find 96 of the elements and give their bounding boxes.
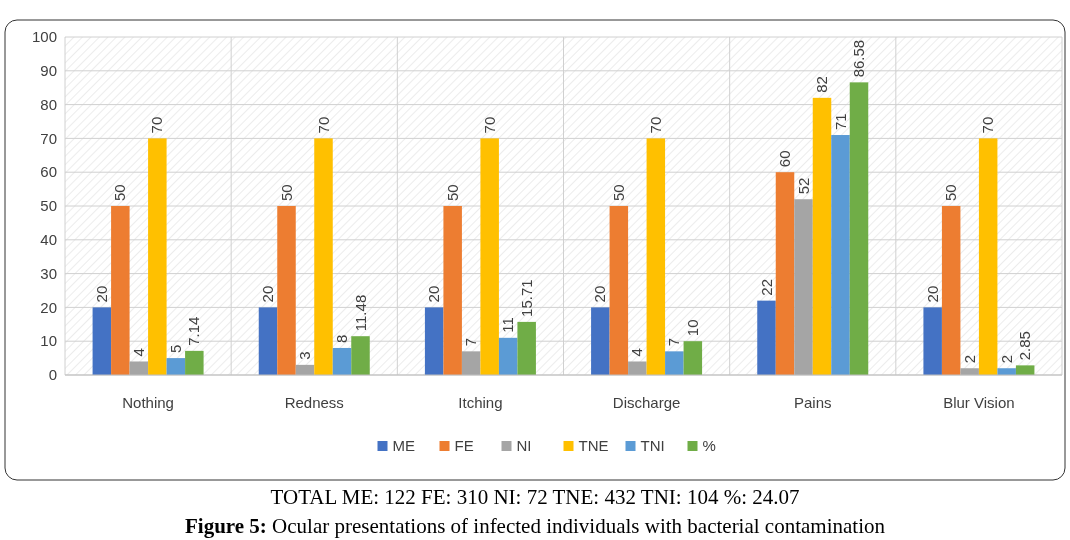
text: Figure 5: Ocular presentations of infected individuals with bacterial contamination [185,514,886,538]
data-label: 50 [609,184,627,201]
x-tick-label: Nothing [122,394,174,411]
bar [591,307,610,375]
data-label: 7.14 [185,316,203,346]
data-label: 7 [665,338,683,347]
data-label: 50 [942,184,960,201]
data-label: 7 [462,338,480,347]
data-label: 10 [683,319,701,337]
y-tick-label: 70 [40,129,57,147]
x-tick-label: Discharge [612,394,681,411]
bar [166,358,186,375]
y-tick-label: 0 [48,366,57,384]
y-tick-label: 10 [40,332,57,350]
y-tick-label: 60 [40,163,57,181]
bar [424,307,444,375]
y-tick-label: 100 [31,28,57,46]
bar [794,199,813,375]
bar [498,337,518,375]
data-label: 3 [296,351,313,360]
bar [665,351,684,375]
y-tick-label: 80 [40,95,57,113]
y-tick-label: 30 [40,264,57,282]
bar [775,172,795,375]
data-label: 60 [776,150,793,168]
bar [628,361,647,375]
data-label: 70 [480,116,498,134]
data-label: 71 [831,113,849,131]
bar [609,206,629,375]
bar [443,206,462,375]
x-tick-label: Blur Vision [943,394,1015,411]
bar [1015,365,1035,375]
data-label: 2 [960,354,978,364]
data-label: 11 [499,317,517,333]
bar [757,300,776,375]
data-label: 70 [314,116,332,134]
bar [941,206,961,375]
data-label: 70 [979,116,997,134]
legend-label: NI [516,437,532,455]
data-label: 70 [148,116,166,134]
bar [646,138,666,375]
data-label: 20 [923,285,941,303]
bar [812,97,832,375]
x-tick-label: Redness [284,394,344,411]
data-label: 82 [813,76,830,93]
data-label: 2 [997,354,1015,364]
data-label: 4 [628,348,646,357]
bar [683,341,703,375]
bar [517,321,536,375]
bar [185,350,204,375]
y-tick-label: 40 [40,231,57,249]
legend-label: ME [392,437,415,455]
bar [849,82,869,375]
legend-label: % [702,437,716,455]
bar [351,336,370,375]
bar [978,138,998,375]
data-label: 15.71 [517,279,535,317]
data-label: 50 [277,184,295,201]
data-label: 50 [443,184,461,201]
data-label: 4 [129,348,147,357]
bar [960,368,979,375]
y-tick-label: 50 [40,197,57,215]
data-label: 20 [259,285,276,303]
legend-label: TNE [578,437,609,455]
y-tick-label: 20 [40,298,57,316]
bar [258,307,278,375]
bar [111,206,130,375]
bar [997,368,1016,375]
bar [461,351,481,375]
legend-label: FE [454,437,474,455]
x-tick-label: Itching [458,394,503,411]
bar [92,307,112,375]
bar [480,138,499,375]
data-label: 22 [757,278,775,296]
x-tick-label: Pains [793,394,832,411]
bar [923,307,942,375]
bar [148,138,167,375]
data-label: 86.58 [850,39,867,78]
bar [314,138,333,375]
bar [831,135,850,375]
data-label: 2.85 [1016,331,1034,361]
data-label: 50 [111,184,129,201]
text: TOTAL ME: 122 FE: 310 NI: 72 TNE: 432 TNI: 104 %: 24.07 [270,485,800,509]
data-label: 20 [92,285,110,303]
y-tick-label: 90 [40,62,57,80]
bar [332,347,352,375]
data-label: 20 [425,285,443,303]
bar [277,206,296,375]
data-label: 11.48 [351,294,369,332]
data-label: 8 [333,334,350,343]
data-label: 52 [794,177,812,195]
data-label: 5 [166,344,184,354]
legend-label: TNI [640,437,665,455]
data-label: 20 [591,285,609,303]
data-label: 70 [646,116,664,134]
bar [129,361,149,375]
